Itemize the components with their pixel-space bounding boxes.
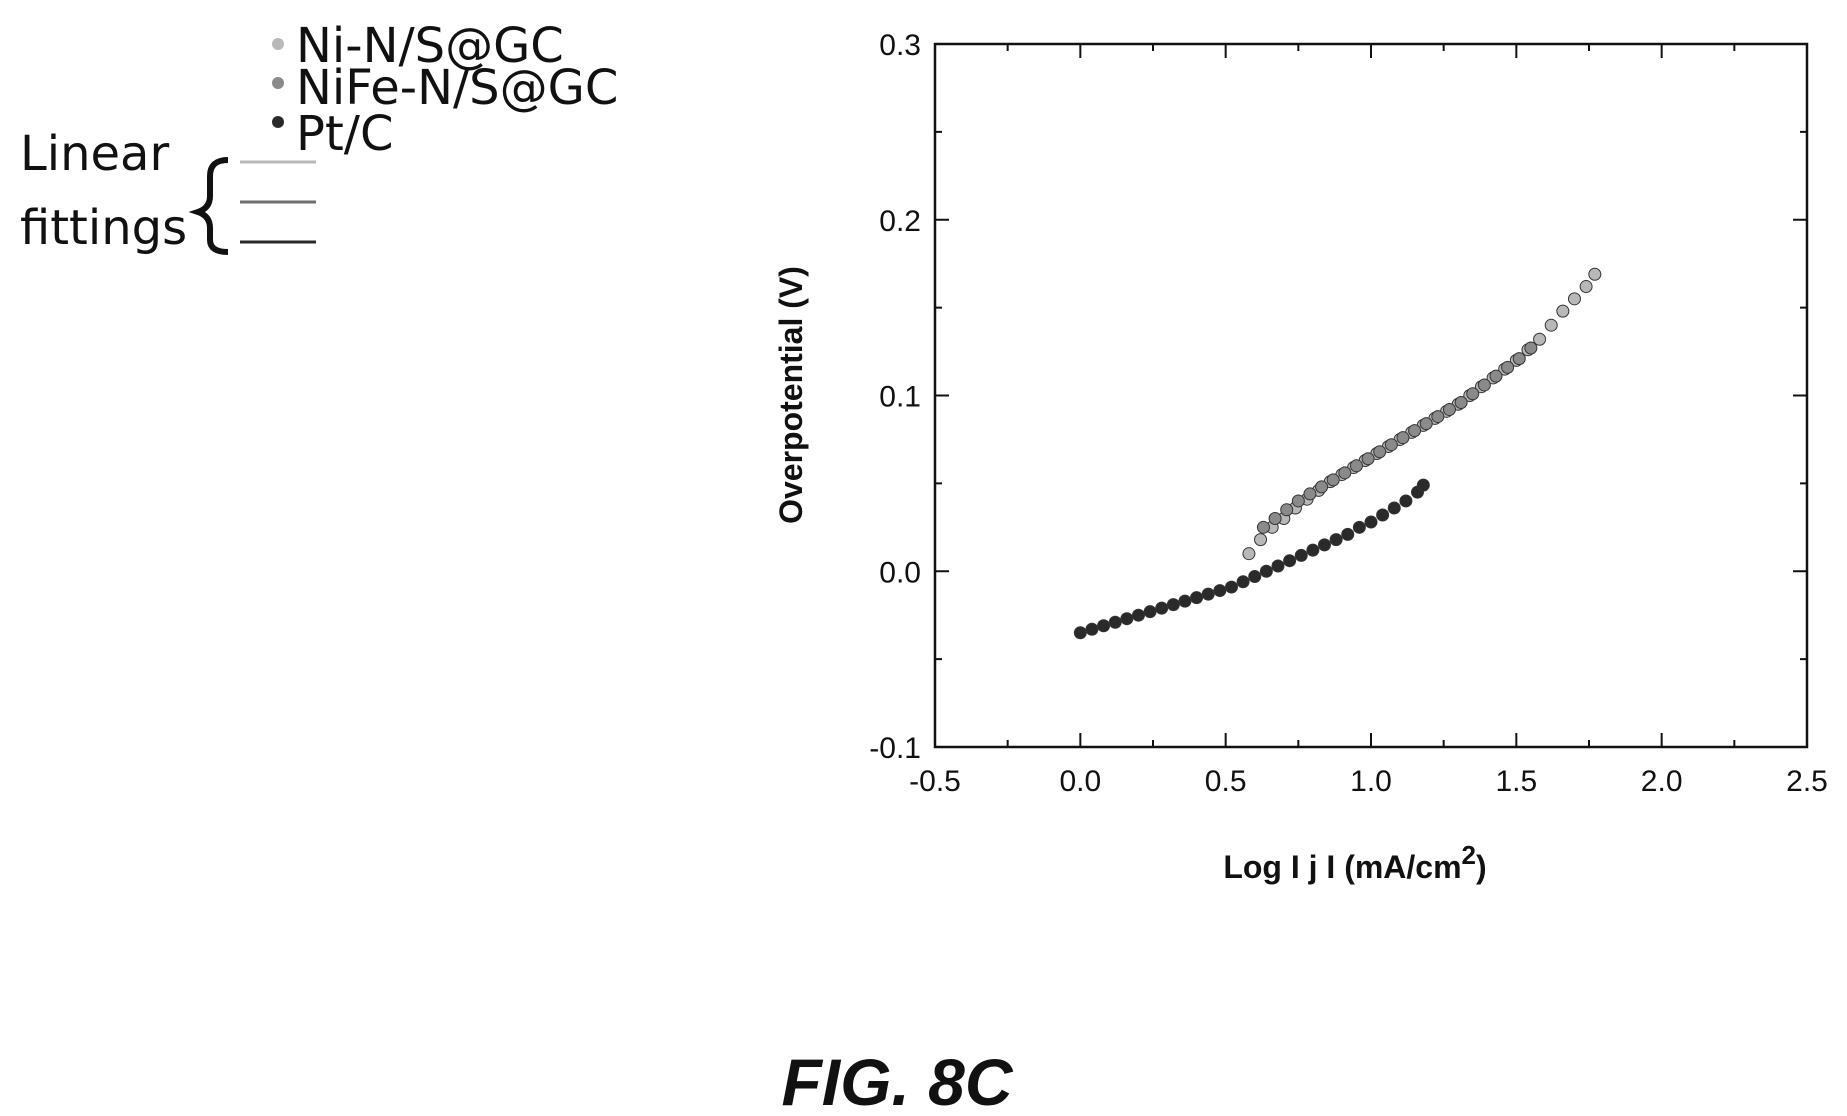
point-ni-n-s-gc <box>1588 267 1602 281</box>
point-pt-c <box>1306 543 1320 557</box>
point-pt-c <box>1317 538 1331 552</box>
point-pt-c <box>1248 570 1262 584</box>
point-pt-c <box>1131 608 1145 622</box>
point-ni-n-s-gc <box>1254 533 1268 547</box>
legend-marker-ni <box>272 38 284 50</box>
x-tick-label: -0.5 <box>909 765 961 798</box>
point-nife-n-s-gc <box>1442 403 1456 417</box>
y-tick-labels: -0.1 0.0 0.1 0.2 0.3 <box>869 29 921 765</box>
point-pt-c <box>1399 494 1413 508</box>
point-nife-n-s-gc <box>1524 341 1538 355</box>
point-nife-n-s-gc <box>1256 520 1270 534</box>
x-tick-label: 2.5 <box>1786 765 1828 798</box>
point-nife-n-s-gc <box>1349 459 1363 473</box>
plot-frame <box>933 42 1809 749</box>
y-tick-label: 0.0 <box>879 556 921 589</box>
y-tick-label: 0.3 <box>879 29 921 62</box>
legend-label-nife: NiFe-N/S@GC <box>296 60 618 116</box>
x-axis-label-close: ) <box>1476 849 1487 885</box>
point-ni-n-s-gc <box>1544 318 1558 332</box>
point-nife-n-s-gc <box>1431 410 1445 424</box>
point-pt-c <box>1108 615 1122 629</box>
y-axis-label: Overpotential (V) <box>773 266 809 524</box>
point-nife-n-s-gc <box>1512 352 1526 366</box>
point-pt-c <box>1213 584 1227 598</box>
fit-label-line1: Linear <box>20 126 169 182</box>
x-tick-label: 2.0 <box>1641 765 1683 798</box>
point-pt-c <box>1085 622 1099 636</box>
point-pt-c <box>1224 580 1238 594</box>
x-tick-label: 0.0 <box>1059 765 1101 798</box>
point-nife-n-s-gc <box>1280 503 1294 517</box>
x-axis-label-superscript: 2 <box>1462 840 1476 870</box>
x-tick-labels: -0.5 0.0 0.5 1.0 1.5 2.0 2.5 <box>909 765 1828 798</box>
point-pt-c <box>1190 591 1204 605</box>
y-tick-label: 0.1 <box>879 381 921 414</box>
y-tick-label: -0.1 <box>869 732 921 765</box>
x-tick-label: 1.5 <box>1495 765 1537 798</box>
point-pt-c <box>1341 527 1355 541</box>
legend-label-pt: Pt/C <box>296 106 393 162</box>
point-nife-n-s-gc <box>1501 360 1515 374</box>
point-pt-c <box>1352 520 1366 534</box>
point-nife-n-s-gc <box>1326 473 1340 487</box>
point-pt-c <box>1329 533 1343 547</box>
point-nife-n-s-gc <box>1454 396 1468 410</box>
point-ni-n-s-gc <box>1567 292 1581 306</box>
point-ni-n-s-gc <box>1242 547 1256 561</box>
x-axis-label-main: Log I j I (mA/cm <box>1223 849 1461 885</box>
point-pt-c <box>1364 515 1378 529</box>
point-nife-n-s-gc <box>1291 494 1305 508</box>
point-pt-c <box>1387 501 1401 515</box>
point-ni-n-s-gc <box>1579 280 1593 294</box>
point-nife-n-s-gc <box>1466 387 1480 401</box>
point-pt-c <box>1178 594 1192 608</box>
point-pt-c <box>1283 554 1297 568</box>
y-tick-label: 0.2 <box>879 205 921 238</box>
legend-marker-pt <box>272 116 284 128</box>
x-axis-label: Log I j I (mA/cm2) <box>1223 840 1486 885</box>
point-nife-n-s-gc <box>1419 417 1433 431</box>
point-pt-c <box>1259 564 1273 578</box>
point-nife-n-s-gc <box>1338 466 1352 480</box>
point-pt-c <box>1416 478 1430 492</box>
point-pt-c <box>1166 598 1180 612</box>
point-nife-n-s-gc <box>1477 378 1491 392</box>
point-nife-n-s-gc <box>1384 438 1398 452</box>
data-points <box>1073 267 1602 640</box>
point-ni-n-s-gc <box>1556 304 1570 318</box>
x-tick-label: 1.0 <box>1350 765 1392 798</box>
point-pt-c <box>1120 612 1134 626</box>
point-nife-n-s-gc <box>1396 431 1410 445</box>
point-pt-c <box>1155 601 1169 615</box>
fit-label-line2: fittings <box>20 200 187 256</box>
point-nife-n-s-gc <box>1489 369 1503 383</box>
legend-marker-nife <box>272 77 284 89</box>
point-pt-c <box>1294 548 1308 562</box>
point-nife-n-s-gc <box>1361 452 1375 466</box>
axis-ticks <box>934 43 1808 748</box>
legend: Ni-N/S@GC NiFe-N/S@GC Pt/C Linear fittin… <box>20 18 618 256</box>
x-tick-label: 0.5 <box>1205 765 1247 798</box>
point-pt-c <box>1143 605 1157 619</box>
point-ni-n-s-gc <box>1533 332 1547 346</box>
point-nife-n-s-gc <box>1315 480 1329 494</box>
point-nife-n-s-gc <box>1268 512 1282 526</box>
legend-label-ni: Ni-N/S@GC <box>296 18 564 74</box>
point-nife-n-s-gc <box>1408 424 1422 438</box>
point-nife-n-s-gc <box>1303 487 1317 501</box>
point-pt-c <box>1097 619 1111 633</box>
point-pt-c <box>1236 575 1250 589</box>
figure-caption: FIG. 8C <box>781 1045 1013 1116</box>
point-pt-c <box>1376 508 1390 522</box>
point-pt-c <box>1271 559 1285 573</box>
point-pt-c <box>1073 626 1087 640</box>
fit-brace <box>188 157 229 255</box>
point-pt-c <box>1201 587 1215 601</box>
point-nife-n-s-gc <box>1373 445 1387 459</box>
